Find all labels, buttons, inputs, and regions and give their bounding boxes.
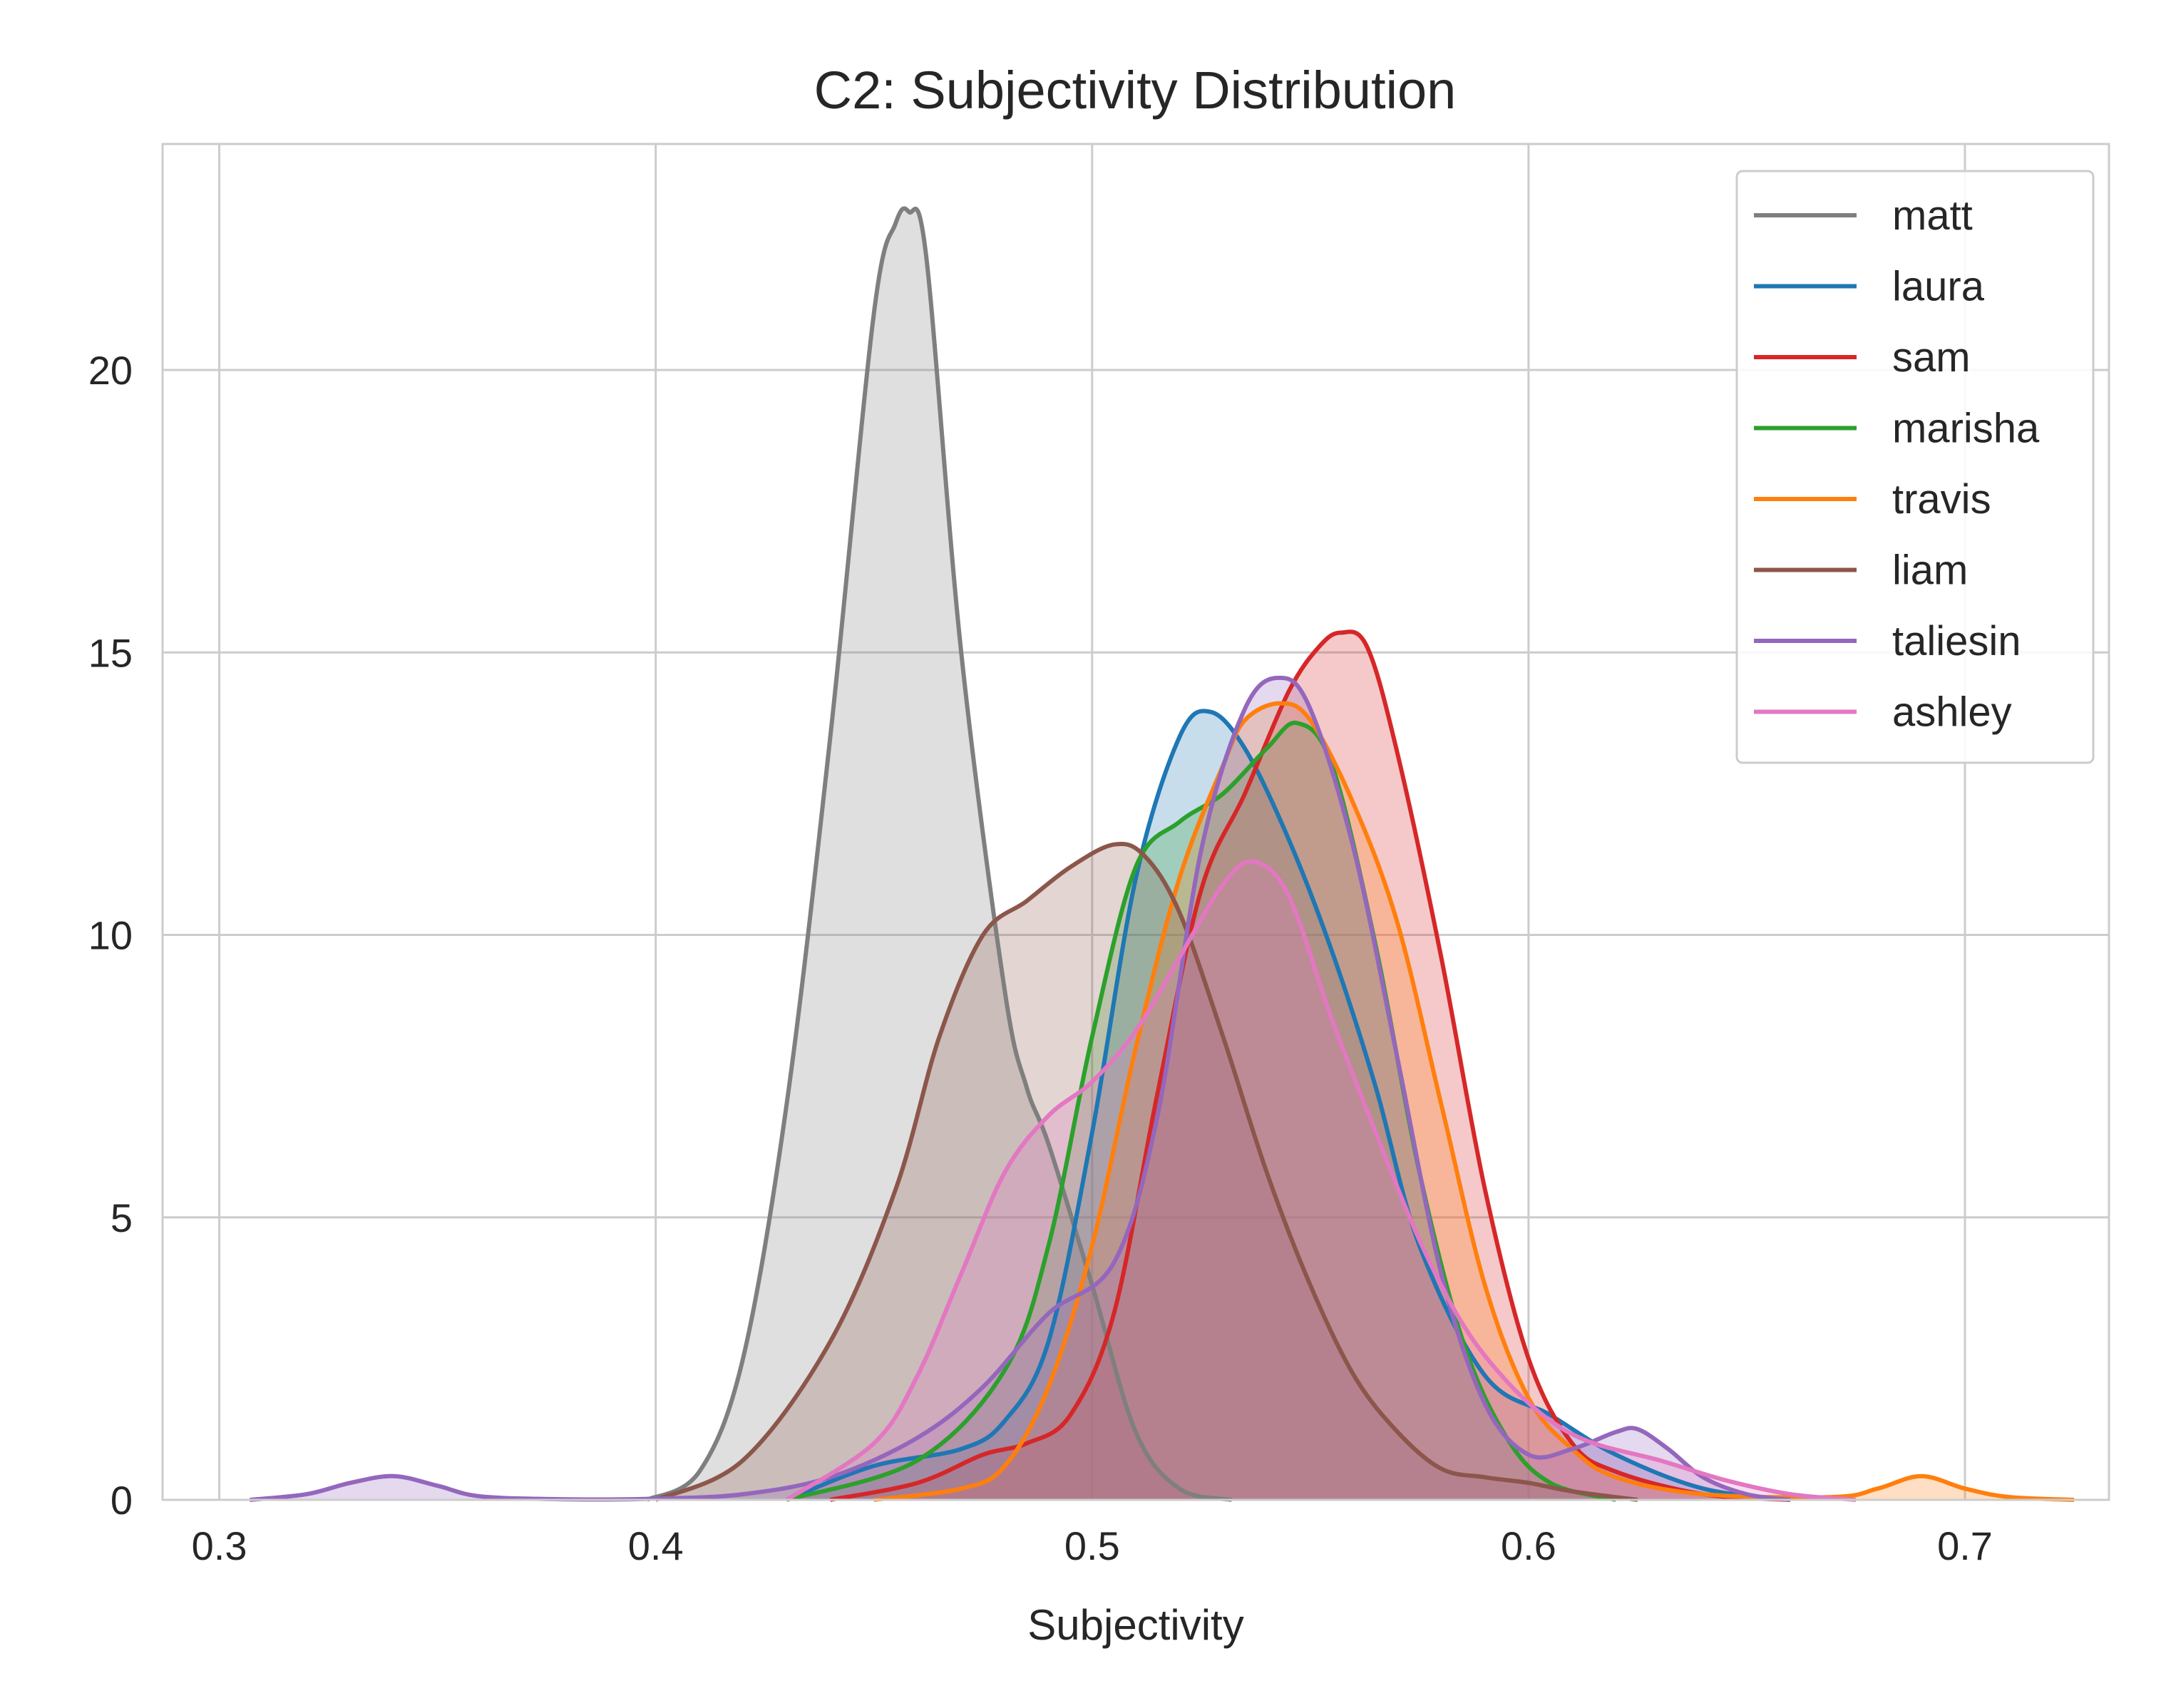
density-fill-taliesin: [250, 677, 1791, 1500]
density-line-matt: [645, 206, 1233, 1502]
legend: matt laura sam marisha travis liam taliesin ash…: [1735, 170, 2095, 764]
legend-label-matt: matt: [1892, 192, 1973, 239]
density-line-marisha: [786, 720, 1617, 1502]
plot-frame: [161, 143, 2110, 1501]
x-tick-label: 0.6: [1501, 1523, 1556, 1568]
legend-box: [1735, 170, 2095, 764]
y-tick-label: 0: [111, 1478, 133, 1523]
x-axis-label: Subjectivity: [1027, 1601, 1243, 1649]
y-tick-label: 15: [88, 630, 133, 675]
x-tick-label: 0.4: [628, 1523, 684, 1568]
density-fill-ashley: [786, 861, 1856, 1500]
x-tick-label: 0.3: [192, 1523, 247, 1568]
legend-label-laura: laura: [1892, 264, 1985, 310]
density-fills: [250, 208, 2074, 1501]
x-tick-label: 0.7: [1937, 1523, 1993, 1568]
chart-title: C2: Subjectivity Distribution: [814, 61, 1457, 120]
legend-label-travis: travis: [1892, 476, 1991, 523]
density-lines: [250, 206, 2075, 1502]
x-tick-label: 0.5: [1064, 1523, 1120, 1568]
legend-label-taliesin: taliesin: [1892, 618, 2021, 664]
density-fill-marisha: [786, 722, 1616, 1501]
density-line-ashley: [785, 859, 1857, 1502]
y-tick-label: 5: [111, 1195, 133, 1240]
legend-label-marisha: marisha: [1892, 406, 2040, 452]
y-tick-label: 10: [88, 913, 133, 958]
density-fill-sam: [830, 632, 1791, 1501]
legend-label-sam: sam: [1892, 334, 1971, 381]
x-axis-ticks: 0.3 0.4 0.5 0.6 0.7: [192, 1523, 1993, 1568]
density-line-liam: [655, 841, 1638, 1502]
density-fill-laura: [786, 711, 1791, 1500]
legend-label-liam: liam: [1892, 547, 1968, 594]
y-tick-label: 20: [88, 348, 133, 393]
y-axis-ticks: 0 5 10 15 20: [88, 348, 133, 1523]
legend-label-ashley: ashley: [1892, 689, 2012, 736]
density-line-sam: [829, 629, 1791, 1502]
density-fill-matt: [647, 208, 1232, 1500]
